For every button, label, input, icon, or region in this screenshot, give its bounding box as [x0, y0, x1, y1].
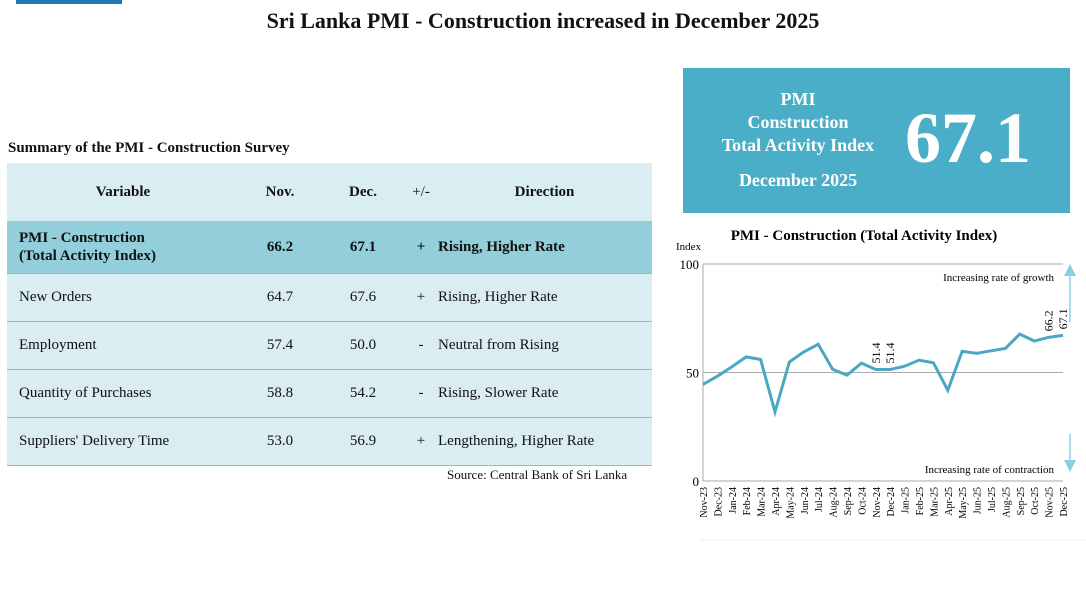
x-tick-label: Jun-25 [973, 487, 984, 514]
logo-bar [16, 0, 122, 4]
cell-dec: 67.6 [321, 273, 405, 322]
x-tick-label: Feb-25 [915, 487, 926, 515]
header-direction: Direction [437, 163, 652, 221]
x-tick-label: Apr-24 [771, 487, 782, 516]
pmi-line-chart: PMI - Construction (Total Activity Index… [676, 228, 1086, 541]
cell-variable-sub: (Total Activity Index) [19, 248, 156, 264]
x-tick-label: Jul-25 [987, 487, 998, 512]
cell-dec: 56.9 [321, 417, 405, 466]
y-tick-label: 100 [680, 257, 700, 272]
x-tick-label: Dec-24 [886, 487, 897, 516]
y-axis-label: Index [676, 241, 702, 253]
cell-sign: + [405, 273, 437, 322]
cell-direction: Rising, Slower Rate [437, 369, 652, 418]
cell-dec: 67.1 [321, 221, 405, 274]
y-tick-label: 50 [686, 366, 699, 381]
x-tick-label: Nov-23 [699, 487, 710, 518]
x-tick-label: Feb-24 [742, 487, 753, 515]
cell-variable: Suppliers' Delivery Time [19, 433, 170, 449]
cell-variable: Quantity of Purchases [19, 385, 152, 401]
cell-direction: Rising, Higher Rate [437, 273, 652, 322]
x-tick-label: Jan-25 [901, 487, 912, 514]
chart-title: PMI - Construction (Total Activity Index… [731, 228, 998, 244]
cell-dec: 54.2 [321, 369, 405, 418]
arrow-up-icon [1064, 264, 1076, 276]
x-tick-label: Aug-24 [829, 487, 840, 518]
kpi-date: December 2025 [738, 170, 858, 190]
kpi-card: PMI Construction Total Activity Index De… [683, 68, 1070, 213]
table-row: Suppliers' Delivery Time 53.0 56.9 + Leng… [7, 417, 652, 466]
x-tick-label: Aug-25 [1001, 487, 1012, 518]
kpi-line1: PMI [780, 89, 816, 109]
cell-sign: + [405, 221, 437, 274]
annotation-contraction: Increasing rate of contraction [925, 464, 1055, 476]
annotation-growth: Increasing rate of growth [943, 272, 1054, 284]
x-tick-label: Sep-24 [843, 487, 854, 515]
kpi-line2: Construction [747, 112, 849, 132]
series-line [702, 332, 1064, 418]
page-title: Sri Lanka PMI - Construction increased i… [266, 8, 820, 33]
data-label: 51.4 [869, 342, 883, 363]
kpi-line3: Total Activity Index [721, 135, 875, 155]
y-tick-label: 0 [693, 474, 700, 489]
header-nov: Nov. [239, 163, 321, 221]
header-variable: Variable [7, 163, 239, 221]
table-row: Employment 57.4 50.0 - Neutral from Risin… [7, 321, 652, 370]
table-row: Quantity of Purchases 58.8 54.2 - Rising,… [7, 369, 652, 418]
data-label: 51.4 [883, 342, 897, 363]
cell-variable: New Orders [19, 289, 92, 305]
x-tick-label: Apr-25 [944, 487, 955, 516]
cell-sign: + [405, 417, 437, 466]
cell-nov: 53.0 [239, 417, 321, 466]
x-tick-label: May-24 [785, 487, 796, 519]
x-tick-label: Oct-24 [857, 487, 868, 515]
cell-sign: - [405, 369, 437, 418]
cell-variable: PMI - Construction [19, 230, 145, 246]
x-tick-label: Oct-25 [1030, 487, 1041, 515]
x-tick-label: Mar-24 [757, 487, 768, 517]
cell-nov: 64.7 [239, 273, 321, 322]
x-tick-label: Jun-24 [800, 487, 811, 514]
cell-nov: 66.2 [239, 221, 321, 274]
x-tick-label: May-25 [958, 487, 969, 519]
x-tick-label: Nov-25 [1045, 487, 1056, 518]
x-tick-label: Dec-23 [713, 487, 724, 516]
cell-direction: Neutral from Rising [437, 321, 652, 370]
x-tick-label: Jan-24 [728, 487, 739, 514]
data-label: 66.2 [1042, 310, 1056, 331]
header-sign: +/- [405, 163, 437, 221]
cell-dec: 50.0 [321, 321, 405, 370]
summary-title: Summary of the PMI - Construction Survey [8, 140, 290, 156]
cell-nov: 57.4 [239, 321, 321, 370]
cell-variable: Employment [19, 337, 97, 353]
x-tick-label: Jul-24 [814, 487, 825, 512]
cell-direction: Lengthening, Higher Rate [437, 417, 652, 466]
x-tick-label: Sep-25 [1016, 487, 1027, 515]
kpi-value: 67.1 [905, 98, 1031, 178]
arrow-down-icon [1064, 460, 1076, 472]
header-dec: Dec. [321, 163, 405, 221]
x-tick-label: Dec-25 [1059, 487, 1070, 516]
table-row: PMI - Construction (Total Activity Index)… [7, 221, 652, 274]
table-row: New Orders 64.7 67.6 + Rising, Higher Rat… [7, 273, 652, 322]
x-tick-label: Mar-25 [929, 487, 940, 517]
summary-table: Variable Nov. Dec. +/- Direction PMI - C… [7, 163, 652, 466]
cell-direction: Rising, Higher Rate [437, 221, 652, 274]
source-note: Source: Central Bank of Sri Lanka [447, 467, 628, 482]
cell-sign: - [405, 321, 437, 370]
cell-nov: 58.8 [239, 369, 321, 418]
data-label: 67.1 [1056, 308, 1070, 329]
x-tick-label: Nov-24 [872, 487, 883, 518]
